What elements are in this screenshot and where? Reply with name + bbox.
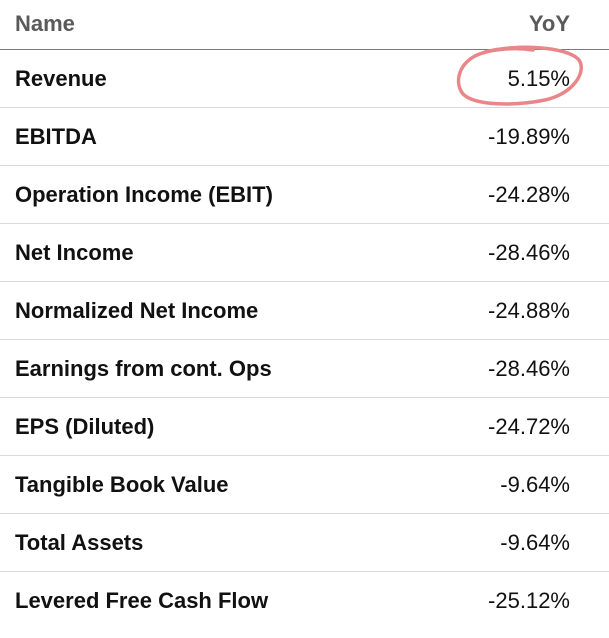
- row-label: Earnings from cont. Ops: [15, 356, 272, 381]
- row-value: -9.64%: [500, 530, 570, 555]
- row-value: 5.15%: [507, 66, 570, 91]
- table-row-total-assets: Total Assets -9.64%: [0, 514, 609, 572]
- row-label: Levered Free Cash Flow: [15, 588, 269, 613]
- table-row-earnings-cont-ops: Earnings from cont. Ops -28.46%: [0, 340, 609, 398]
- table-row-tangible-book-value: Tangible Book Value -9.64%: [0, 456, 609, 514]
- row-label: Revenue: [15, 66, 107, 91]
- row-label: Operation Income (EBIT): [15, 182, 273, 207]
- column-header-yoy[interactable]: YoY: [528, 11, 570, 36]
- row-value: -25.12%: [488, 588, 570, 613]
- table-row-normalized-net-income: Normalized Net Income -24.88%: [0, 282, 609, 340]
- row-value: -24.28%: [488, 182, 570, 207]
- row-label: Normalized Net Income: [15, 298, 259, 323]
- row-value: -19.89%: [488, 124, 570, 149]
- row-value: -28.46%: [488, 240, 570, 265]
- table-row-levered-fcf: Levered Free Cash Flow -25.12%: [0, 572, 609, 630]
- table-row-revenue: Revenue 5.15%: [0, 50, 609, 108]
- row-value: -24.88%: [488, 298, 570, 323]
- table-row-eps-diluted: EPS (Diluted) -24.72%: [0, 398, 609, 456]
- table-row-operation-income: Operation Income (EBIT) -24.28%: [0, 166, 609, 224]
- row-label: EPS (Diluted): [15, 414, 155, 439]
- row-label: Net Income: [15, 240, 134, 265]
- row-label: Tangible Book Value: [15, 472, 229, 497]
- row-label: Total Assets: [15, 530, 144, 555]
- column-header-name[interactable]: Name: [15, 11, 75, 36]
- row-value: -24.72%: [488, 414, 570, 439]
- row-label: EBITDA: [15, 124, 97, 149]
- table-row-net-income: Net Income -28.46%: [0, 224, 609, 282]
- row-value: -28.46%: [488, 356, 570, 381]
- table-header: Name YoY: [0, 0, 609, 50]
- row-value: -9.64%: [500, 472, 570, 497]
- table-row-ebitda: EBITDA -19.89%: [0, 108, 609, 166]
